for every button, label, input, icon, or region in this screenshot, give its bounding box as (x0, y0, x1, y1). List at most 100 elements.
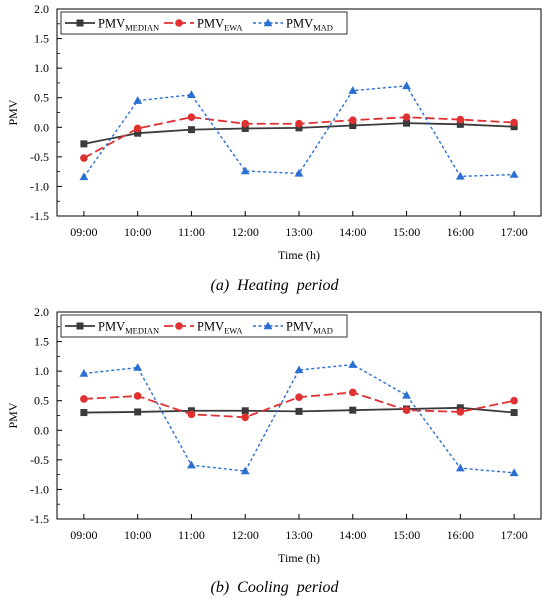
data-point (80, 140, 88, 148)
legend-label-name: PMV (286, 320, 313, 334)
plot-frame (56, 311, 542, 520)
y-tick-label: -1.0 (30, 179, 49, 193)
data-point (295, 393, 303, 401)
data-point (295, 407, 303, 415)
data-point (294, 365, 304, 374)
data-point (79, 369, 89, 377)
data-point (349, 122, 357, 130)
data-point (510, 118, 518, 127)
x-tick-label: 15:00 (393, 528, 420, 542)
legend-label: PMVEWA (197, 320, 243, 336)
data-point (402, 390, 411, 399)
legend-swatch-marker (175, 19, 183, 27)
data-point (509, 170, 519, 178)
data-point (455, 171, 465, 180)
y-tick-label: 0.5 (34, 91, 49, 105)
data-point (80, 409, 88, 417)
chart-cooling: -1.5 -1.0 -0.5 0.0 0.5 1.0 1.5 2.0 09:00 10:00 11:… (6, 305, 542, 565)
x-tick-label: 14:00 (339, 225, 366, 239)
data-point (403, 119, 411, 127)
y-axis-label: PMV (6, 402, 20, 428)
data-point (509, 468, 519, 477)
y-tick-label: 1.5 (34, 335, 49, 349)
x-tick-label: 16:00 (447, 528, 474, 542)
legend-swatch-marker (76, 19, 84, 27)
data-point (187, 113, 196, 122)
data-point (510, 396, 518, 405)
legend-swatch-marker (76, 322, 84, 330)
series-mad (79, 360, 519, 477)
data-point (240, 466, 250, 475)
caption-heating: (a) Heating period (0, 277, 549, 295)
data-point (241, 124, 249, 132)
legend-label-subscript: EWA (224, 326, 243, 336)
y-tick-label: 2.0 (34, 305, 49, 319)
chart-heating: -1.5 -1.0 -0.5 0.0 0.5 1.0 1.5 2.0 09:00 10:00 11:… (6, 2, 542, 262)
data-point (240, 166, 250, 175)
caption-letter: (b) (210, 579, 230, 596)
data-point (187, 410, 196, 419)
x-tick-label: 13:00 (285, 528, 312, 542)
data-point (241, 407, 249, 415)
x-axis-label: Time (h) (278, 248, 320, 262)
series-median (80, 404, 518, 417)
data-point (348, 86, 358, 94)
data-point (455, 463, 465, 472)
caption-cooling: (b) Cooling period (0, 579, 549, 597)
data-point (133, 363, 143, 371)
data-point (348, 388, 357, 397)
legend-swatch-marker (175, 322, 183, 330)
legend-label-name: PMV (286, 17, 313, 31)
data-point (133, 392, 142, 400)
y-tick-label: -1.5 (30, 209, 49, 223)
y-tick-label: -1.5 (30, 512, 49, 526)
x-tick-label: 09:00 (70, 528, 97, 542)
legend-label: PMVMEDIAN (98, 17, 159, 33)
data-point (456, 120, 464, 128)
x-tick-label: 13:00 (285, 225, 312, 239)
x-tick-label: 10:00 (124, 528, 151, 542)
legend-swatch-marker (263, 18, 273, 27)
data-point (294, 168, 304, 177)
y-tick-label: 1.0 (34, 364, 49, 378)
legend-label-subscript: MAD (313, 23, 333, 33)
x-tick-label: 10:00 (124, 225, 151, 239)
y-tick-label: 2.0 (34, 2, 49, 16)
y-tick-label: 0.0 (34, 423, 49, 437)
data-point (348, 116, 357, 124)
series-ewa (80, 388, 518, 422)
legend-swatch-marker (263, 321, 273, 330)
x-tick-label: 11:00 (178, 225, 205, 239)
data-point (187, 90, 196, 98)
y-tick-label: -0.5 (30, 453, 49, 467)
x-axis-label: Time (h) (278, 551, 320, 565)
legend-label-name: PMV (98, 320, 125, 334)
series-mad (79, 81, 519, 181)
legend-label-subscript: MEDIAN (125, 23, 159, 33)
caption-text: Cooling period (237, 579, 339, 596)
x-tick-label: 12:00 (232, 225, 259, 239)
data-point (241, 413, 250, 422)
series-ewa (80, 113, 518, 162)
legend-label: PMVMEDIAN (98, 320, 159, 336)
legend-label: PMVEWA (197, 17, 243, 33)
legend-box (60, 314, 348, 338)
caption-letter: (a) (210, 277, 230, 294)
x-tick-label: 16:00 (447, 225, 474, 239)
caption-text: Heating period (237, 277, 339, 294)
data-point (456, 115, 465, 124)
series-median (80, 119, 518, 148)
data-point (241, 119, 250, 128)
legend-label-name: PMV (197, 320, 224, 334)
data-point (402, 406, 411, 414)
x-tick-label: 17:00 (500, 528, 527, 542)
legend-label: PMVMAD (286, 320, 333, 336)
y-tick-label: -1.0 (30, 482, 49, 496)
y-tick-label: 1.5 (34, 32, 49, 46)
data-point (187, 126, 195, 134)
data-point (134, 129, 142, 137)
x-tick-label: 14:00 (339, 528, 366, 542)
data-point (456, 404, 464, 412)
y-axis-label: PMV (6, 99, 20, 125)
